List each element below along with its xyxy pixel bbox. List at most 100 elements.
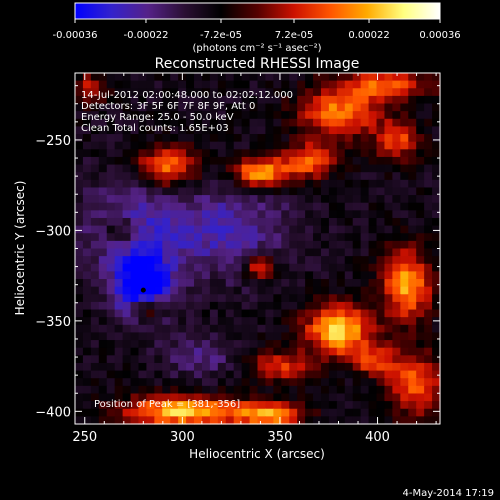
heatmap-cell [297,248,306,257]
heatmap-cell [154,195,163,204]
heatmap-cell [201,233,211,242]
heatmap-cell [392,256,401,265]
heatmap-cell [432,187,441,196]
heatmap-cell [249,256,259,265]
heatmap-cell [201,217,211,227]
heatmap-cell [400,103,409,112]
heatmap-cell [241,309,251,318]
heatmap-cell [138,248,148,257]
heatmap-cell [138,301,148,311]
heatmap-cell [328,256,338,265]
heatmap-cell [201,126,211,135]
heatmap-cell [146,134,155,143]
heatmap-cell [186,256,195,265]
heatmap-cell [114,156,124,166]
heatmap-cell [122,179,132,189]
heatmap-cell [265,271,274,280]
heatmap-cell [368,340,378,349]
heatmap-cell [281,263,290,272]
footer-date: 4-May-2014 17:19 [402,488,494,499]
heatmap-cell [114,95,124,105]
heatmap-cell [122,393,132,402]
heatmap-cell [233,187,243,196]
heatmap-cell [106,164,116,173]
heatmap-cell [225,286,235,295]
heatmap-cell [225,156,235,166]
heatmap-cell [233,80,243,89]
heatmap-cell [90,202,100,211]
heatmap-cell [400,416,409,425]
heatmap-cell [106,301,116,311]
heatmap-cell [265,393,274,402]
heatmap-cell [233,332,243,341]
heatmap-cell [305,294,314,303]
heatmap-cell [352,164,362,173]
heatmap-cell [130,73,140,82]
heatmap-cell [281,324,290,334]
heatmap-cell [305,370,314,379]
heatmap-cell [416,378,425,387]
heatmap-cell [178,149,187,158]
heatmap-cell [241,263,251,272]
heatmap-cell [281,370,290,379]
heatmap-cell [114,149,124,158]
heatmap-cell [320,141,330,150]
heatmap-cell [241,164,251,173]
heatmap-cell [209,217,219,227]
heatmap-cell [352,217,362,227]
heatmap-cell [289,370,298,379]
heatmap-cell [162,317,171,326]
heatmap-cell [384,73,393,82]
heatmap-cell [424,111,433,120]
heatmap-cell [170,73,179,82]
heatmap-cell [336,240,346,250]
heatmap-cell [178,126,187,135]
heatmap-cell [281,355,290,364]
heatmap-cell [75,111,84,120]
heatmap-cell [114,347,124,356]
heatmap-cell [75,202,84,211]
heatmap-cell [106,355,116,364]
chart-title: Reconstructed RHESSI Image [155,56,360,72]
heatmap-cell [376,286,386,295]
heatmap-cell [178,210,187,219]
heatmap-cell [75,195,84,204]
heatmap-cell [233,263,243,272]
heatmap-cell [217,324,227,334]
heatmap-cell [384,294,393,303]
heatmap-cell [400,179,409,189]
heatmap-cell [336,309,346,318]
heatmap-cell [352,88,362,97]
heatmap-cell [384,416,393,425]
heatmap-cell [122,210,132,219]
heatmap-cell [209,141,219,150]
heatmap-cell [384,164,393,173]
heatmap-cell [360,164,370,173]
heatmap-cell [313,149,322,158]
heatmap-cell [82,164,92,173]
heatmap-cell [201,408,211,417]
heatmap-cell [344,217,354,227]
heatmap-cell [257,179,267,189]
heatmap-cell [170,286,179,295]
heatmap-cell [217,393,227,402]
heatmap-cell [249,416,259,425]
heatmap-cell [170,248,179,257]
heatmap-cell [273,225,282,234]
heatmap-cell [297,179,306,189]
heatmap-cell [217,111,227,120]
heatmap-cell [384,210,393,219]
heatmap-cell [320,111,330,120]
heatmap-cell [194,195,203,204]
heatmap-cell [170,88,179,97]
heatmap-cell [201,179,211,189]
heatmap-cell [233,279,243,288]
heatmap-cell [162,95,171,105]
heatmap-cell [241,111,251,120]
heatmap-cell [305,240,314,250]
heatmap-cell [320,294,330,303]
heatmap-cell [392,378,401,387]
heatmap-cell [344,286,354,295]
heatmap-cell [408,179,417,189]
heatmap-cell [376,126,386,135]
